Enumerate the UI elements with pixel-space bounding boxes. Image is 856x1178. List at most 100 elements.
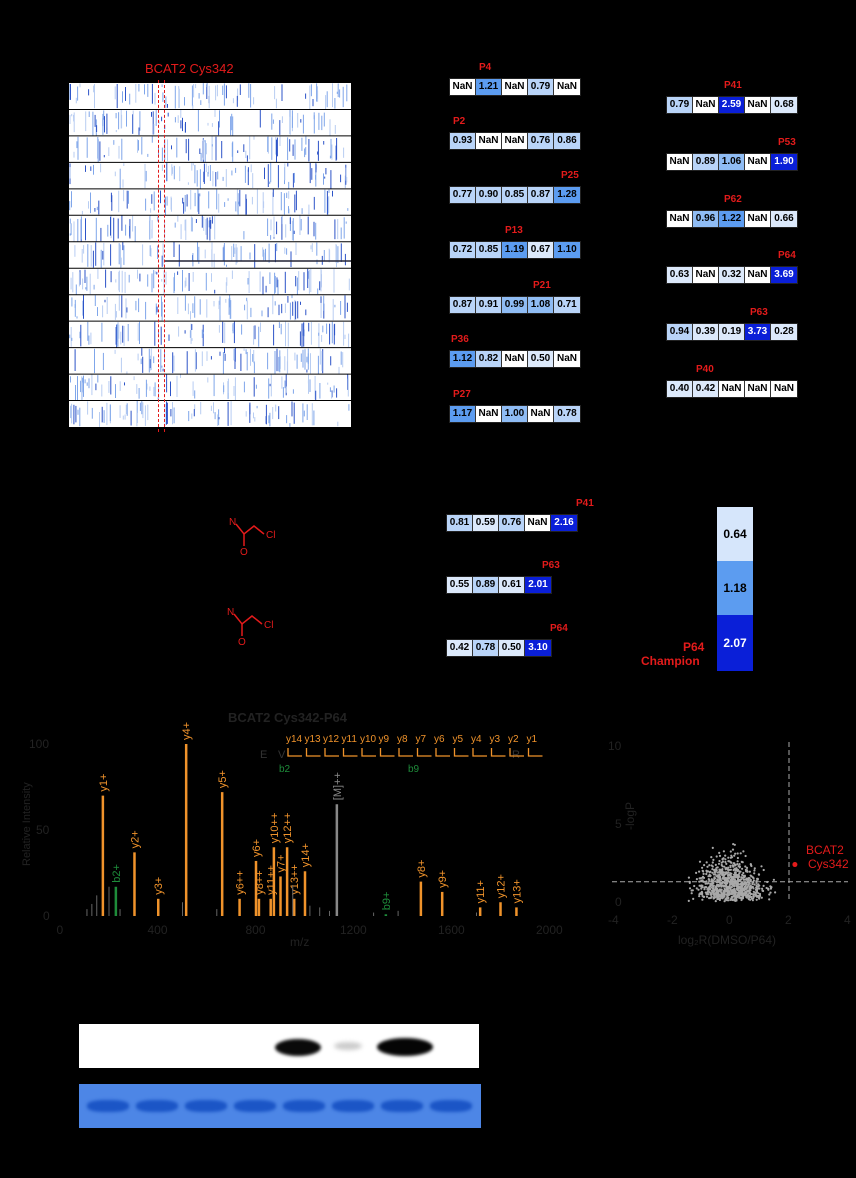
volcano-point	[740, 889, 743, 892]
heatmap-tick	[311, 403, 313, 426]
heatmap-tick	[183, 202, 185, 214]
volcano-point	[744, 865, 747, 868]
heatmap-tick	[291, 110, 293, 128]
heatmap-tick	[253, 325, 255, 345]
heatmap-tick	[327, 382, 329, 385]
heatmap-tick	[303, 329, 305, 337]
heatmap-tick	[104, 116, 105, 133]
heatmap-tick	[117, 322, 119, 347]
volcano-point	[724, 858, 727, 861]
heatmap-tick	[210, 405, 212, 411]
volcano-point	[733, 894, 736, 898]
volcano-point	[725, 893, 728, 896]
heatmap-tick	[121, 138, 123, 160]
heatmap-tick	[343, 321, 345, 346]
heatmap-tick	[87, 244, 89, 267]
heat-cell: 1.10	[554, 242, 580, 258]
heatmap-tick	[95, 217, 97, 242]
heatmap-tick	[120, 331, 122, 345]
heatmap-tick	[166, 374, 168, 393]
heatmap-tick	[329, 155, 331, 159]
volcano-point	[725, 862, 728, 865]
heat-strip: 0.93 NaN NaN 0.76 0.86	[449, 132, 581, 150]
heatmap-tick	[239, 84, 241, 95]
blot-band-2	[377, 1038, 433, 1056]
heatmap-tick	[90, 166, 92, 171]
volcano-point	[726, 874, 730, 877]
heatmap-tick	[254, 325, 256, 340]
heatmap-tick	[238, 201, 240, 205]
heat-cell: 0.72	[450, 242, 476, 258]
volcano-point	[703, 864, 706, 867]
heatmap-tick	[197, 110, 199, 132]
volcano-point	[738, 870, 741, 873]
heatmap-tick	[174, 222, 176, 228]
probe-label: P53	[778, 137, 796, 148]
heatmap-tick	[70, 405, 72, 419]
heatmap-tick	[270, 219, 272, 231]
heat-strip: 0.55 0.89 0.61 2.01	[446, 576, 552, 594]
peak-label: y6++	[235, 870, 247, 894]
volcano-point	[742, 871, 745, 875]
heatmap-tick	[75, 97, 77, 104]
heatmap-tick	[208, 191, 210, 209]
volcano-point	[762, 884, 765, 887]
y-ion-header: y8	[397, 734, 408, 745]
heatmap-tick	[290, 251, 292, 267]
volcano-point	[755, 894, 758, 898]
peak-label: y8+	[416, 860, 428, 878]
blot-band-1	[275, 1039, 321, 1056]
volcano-point	[726, 882, 729, 885]
heatmap-tick	[309, 85, 311, 110]
b-ion-marker: b2	[279, 764, 291, 775]
heatmap-tick	[136, 412, 138, 427]
volcano-point	[727, 891, 730, 894]
highlight-label-2: Cys342	[808, 857, 849, 871]
heatmap-tick	[346, 177, 348, 183]
heatmap-tick	[306, 404, 308, 420]
heatmap-tick	[292, 389, 294, 394]
volcano-point	[736, 856, 739, 860]
heatmap-tick	[203, 163, 205, 184]
heatmap-tick	[300, 353, 302, 362]
heatmap-tick	[103, 110, 105, 120]
volcano-point	[730, 880, 733, 883]
heatmap-tick	[126, 307, 128, 313]
heatmap-tick	[167, 104, 168, 108]
volcano-point	[705, 872, 708, 876]
heatmap-tick	[149, 386, 151, 391]
y-ion-bracket	[287, 748, 302, 757]
y-ion-bracket	[416, 748, 432, 757]
heatmap-tick	[203, 171, 205, 182]
heatmap-tick	[92, 250, 94, 268]
volcano-point	[720, 869, 723, 872]
heatmap-tick	[165, 271, 167, 285]
heatmap-tick	[237, 150, 239, 153]
heat-strip: 1.12 0.82 NaN 0.50 NaN	[449, 350, 581, 368]
heatmap-tick	[108, 381, 110, 393]
heatmap-tick	[276, 277, 278, 288]
heatmap-tick	[114, 86, 116, 100]
heatmap-tick	[191, 413, 193, 419]
heatmap-tick	[202, 331, 204, 335]
heatmap-tick	[80, 380, 82, 393]
heatmap-tick	[194, 296, 196, 318]
volcano-point	[736, 882, 739, 885]
probe-label: P40	[696, 364, 714, 375]
volcano-point	[721, 865, 724, 868]
heatmap-tick	[322, 325, 324, 333]
heatmap-tick	[177, 215, 179, 222]
heatmap-tick	[151, 220, 153, 238]
heatmap-tick	[199, 148, 201, 154]
heatmap-tick	[100, 163, 102, 173]
heatmap-tick	[108, 147, 110, 156]
heatmap-tick	[115, 311, 117, 318]
heatmap-tick	[178, 326, 180, 337]
heat-cell: 0.71	[554, 297, 580, 313]
y-ion-header: y1	[527, 734, 538, 745]
heatmap-tick	[150, 348, 152, 371]
volcano-point	[721, 871, 724, 874]
heatmap-tick	[301, 208, 303, 214]
heatmap-tick	[313, 112, 315, 120]
heatmap-tick	[94, 295, 96, 306]
